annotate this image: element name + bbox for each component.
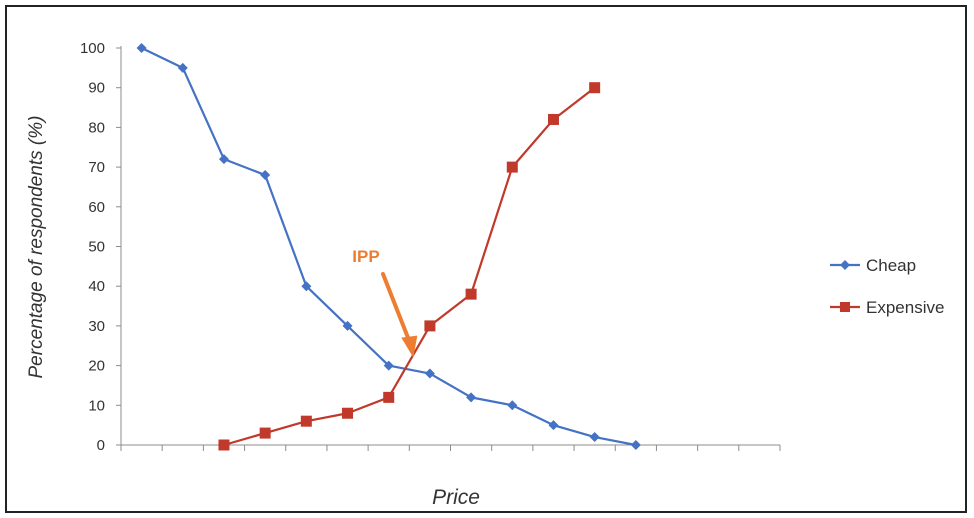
data-point-cheap bbox=[218, 154, 229, 165]
data-point-cheap bbox=[136, 43, 147, 53]
data-point-expensive bbox=[589, 82, 601, 94]
y-tick-label: 0 bbox=[97, 437, 105, 454]
series-line-expensive bbox=[223, 86, 596, 447]
y-tick-label: 30 bbox=[88, 318, 105, 335]
data-point-cheap bbox=[507, 400, 518, 411]
legend-label-cheap: Cheap bbox=[866, 256, 916, 275]
axes: 0 10 20 30 40 50 60 70 80 90 100 bbox=[80, 40, 781, 454]
y-tick-label: 90 bbox=[88, 80, 105, 97]
y-tick-label: 100 bbox=[80, 40, 105, 57]
data-point-expensive bbox=[424, 320, 436, 332]
ipp-arrow-head bbox=[401, 335, 418, 358]
chart-frame bbox=[5, 5, 967, 513]
y-tick-label: 20 bbox=[88, 358, 105, 375]
data-point-cheap bbox=[630, 440, 641, 450]
series-layer bbox=[136, 43, 641, 451]
y-tick-label: 60 bbox=[88, 199, 105, 216]
y-tick-label: 10 bbox=[88, 397, 105, 414]
data-point-expensive bbox=[218, 439, 230, 451]
data-point-expensive bbox=[547, 113, 559, 125]
data-point-cheap bbox=[383, 360, 394, 371]
legend-marker-cheap bbox=[840, 260, 850, 270]
data-point-cheap bbox=[301, 281, 312, 292]
data-point-cheap bbox=[424, 368, 435, 379]
data-point-expensive bbox=[342, 407, 354, 419]
data-point-expensive bbox=[259, 427, 271, 439]
y-tick-label: 80 bbox=[88, 119, 105, 136]
legend-marker-expensive bbox=[840, 302, 850, 312]
data-point-expensive bbox=[506, 161, 518, 173]
y-axis-title: Percentage of respondents (%) bbox=[26, 116, 47, 379]
data-point-cheap bbox=[260, 170, 271, 181]
data-point-cheap bbox=[342, 320, 353, 331]
ipp-label: IPP bbox=[352, 247, 379, 266]
data-point-expensive bbox=[300, 415, 312, 427]
ipp-arrow-shaft bbox=[381, 272, 413, 346]
legend-label-expensive: Expensive bbox=[866, 298, 944, 317]
annotation-layer: IPP bbox=[352, 247, 418, 358]
series-line-cheap bbox=[141, 47, 637, 447]
y-tick-label: 40 bbox=[88, 278, 105, 295]
data-point-cheap bbox=[548, 420, 559, 431]
y-tick-label: 70 bbox=[88, 159, 105, 176]
y-tick-label: 50 bbox=[88, 239, 105, 256]
data-point-cheap bbox=[466, 392, 477, 403]
x-axis-title: Price bbox=[432, 486, 480, 509]
data-point-cheap bbox=[589, 432, 600, 443]
data-point-expensive bbox=[465, 288, 477, 300]
legend: Cheap Expensive bbox=[830, 256, 944, 317]
data-point-cheap bbox=[177, 62, 188, 73]
data-point-expensive bbox=[383, 391, 395, 403]
